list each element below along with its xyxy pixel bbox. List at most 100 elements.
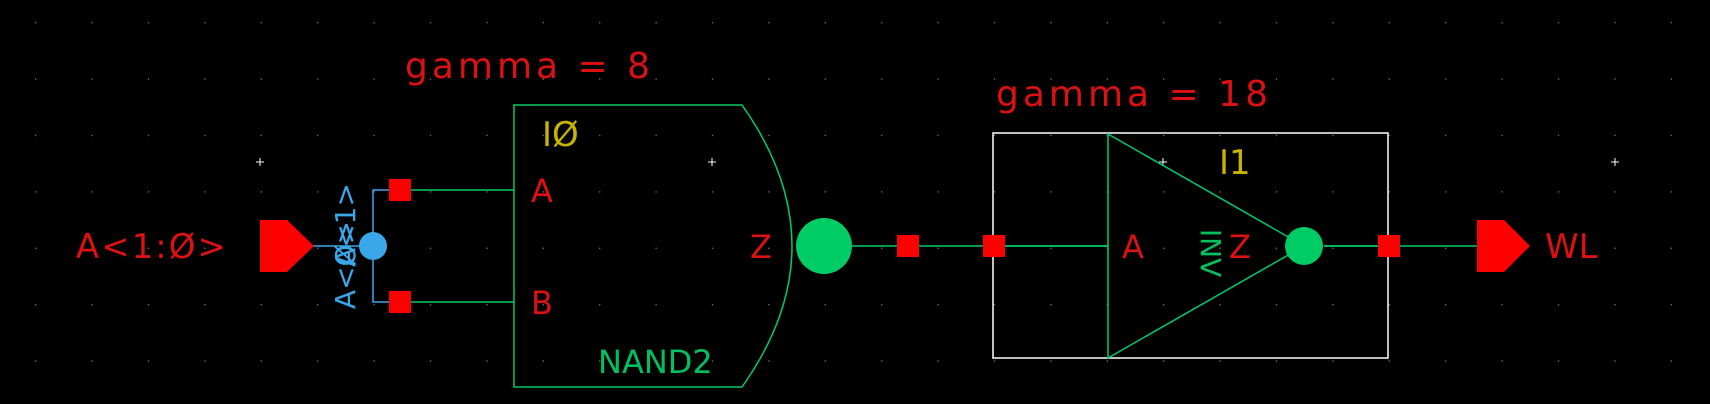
grid-dot <box>1275 22 1278 24</box>
grid-dot <box>881 78 883 80</box>
grid-dot <box>260 134 262 137</box>
grid-dot <box>204 134 206 137</box>
grid-dot <box>35 191 37 193</box>
grid-dot <box>655 247 657 249</box>
grid-dot <box>711 304 714 306</box>
grid-dot <box>373 134 375 137</box>
pin-square-net[interactable] <box>897 235 919 257</box>
grid-dot <box>1050 247 1052 249</box>
input-pin-icon[interactable] <box>260 220 314 272</box>
grid-dot <box>937 360 939 362</box>
grid-dot <box>655 304 657 306</box>
grid-dot <box>1445 247 1447 249</box>
nand2-gate[interactable] <box>513 104 852 388</box>
grid-dot <box>1501 134 1503 137</box>
pin-square-inv-z[interactable] <box>1378 235 1400 257</box>
grid-dot <box>1614 304 1616 306</box>
grid-dot <box>1219 134 1221 137</box>
grid-dot <box>1219 360 1221 362</box>
grid-dot <box>542 78 544 80</box>
grid-dot <box>768 247 770 249</box>
output-pin-icon[interactable] <box>1477 220 1530 272</box>
grid-dot <box>1163 247 1165 249</box>
grid-dot <box>1050 304 1052 306</box>
grid-dot <box>1557 22 1560 24</box>
grid-dot <box>1050 78 1052 80</box>
grid-dot <box>1670 304 1672 306</box>
grid-dot <box>1614 191 1616 193</box>
grid-dot <box>711 191 714 193</box>
grid-dot <box>711 22 714 24</box>
grid-dot <box>35 247 37 249</box>
grid-dot <box>147 360 150 362</box>
grid-dot <box>1388 134 1390 137</box>
grid-dot <box>486 360 488 362</box>
grid-dot <box>1275 304 1278 306</box>
grid-dot <box>1050 191 1052 193</box>
grid-dot <box>655 360 657 362</box>
grid-dot <box>147 304 150 306</box>
grid-dot <box>1501 360 1503 362</box>
grid-dot <box>1163 22 1165 24</box>
grid-dot <box>881 247 883 249</box>
grid-dot <box>1332 304 1334 306</box>
grid-dot <box>317 304 319 306</box>
grid-dot <box>35 78 37 80</box>
grid-dot <box>824 304 826 306</box>
grid-dot <box>881 360 883 362</box>
grid-dot <box>542 247 544 249</box>
inv-cell-name: INV <box>1194 229 1227 277</box>
grid-dot <box>1050 360 1052 362</box>
grid-dot <box>260 360 262 362</box>
pin-square-inv-a[interactable] <box>983 235 1005 257</box>
grid-dot <box>373 360 375 362</box>
grid-dot <box>1445 22 1447 24</box>
nand2-pin-b-label: B <box>531 284 553 322</box>
grid-dot <box>1445 360 1447 362</box>
grid-dot <box>1275 134 1278 137</box>
grid-dot <box>768 78 770 80</box>
grid-dot <box>1219 247 1221 249</box>
grid-dot <box>1670 22 1672 24</box>
pin-square-b[interactable] <box>389 291 411 313</box>
grid-dot <box>937 247 939 249</box>
inv-pin-z-label: Z <box>1229 228 1251 266</box>
grid-dot <box>204 191 206 193</box>
grid-dot <box>147 22 150 24</box>
nand2-cell-name: NAND2 <box>598 343 713 381</box>
grid-dots <box>35 22 1672 362</box>
grid-dot <box>91 247 93 249</box>
grid-dot <box>1163 304 1165 306</box>
grid-dot <box>317 360 319 362</box>
grid-dot <box>147 78 150 80</box>
grid-dot <box>1388 78 1390 80</box>
grid-dot <box>655 134 657 137</box>
grid-dot <box>204 78 206 80</box>
inv-instance-name: I1 <box>1219 143 1251 183</box>
grid-dot <box>373 304 375 306</box>
grid-dot <box>1106 360 1108 362</box>
grid-dot <box>1275 78 1278 80</box>
grid-dot <box>599 247 601 249</box>
grid-dot <box>1388 304 1390 306</box>
grid-dot <box>1670 134 1672 137</box>
bus-ripper-dot[interactable] <box>359 232 387 260</box>
grid-dot <box>1332 78 1334 80</box>
grid-dot <box>204 247 206 249</box>
grid-dot <box>993 78 996 80</box>
grid-dot <box>768 191 770 193</box>
grid-dot <box>1388 360 1390 362</box>
nand2-gate-body[interactable] <box>513 104 793 388</box>
grid-dot <box>486 304 488 306</box>
grid-dot <box>91 360 93 362</box>
grid-dot <box>1332 360 1334 362</box>
grid-dot <box>317 22 319 24</box>
grid-dot <box>599 22 601 24</box>
grid-dot <box>824 134 826 137</box>
grid-dot <box>429 22 432 24</box>
connection-pins[interactable] <box>389 179 1400 313</box>
pin-square-a[interactable] <box>389 179 411 201</box>
grid-dot <box>1670 247 1672 249</box>
grid-dot <box>1670 191 1672 193</box>
